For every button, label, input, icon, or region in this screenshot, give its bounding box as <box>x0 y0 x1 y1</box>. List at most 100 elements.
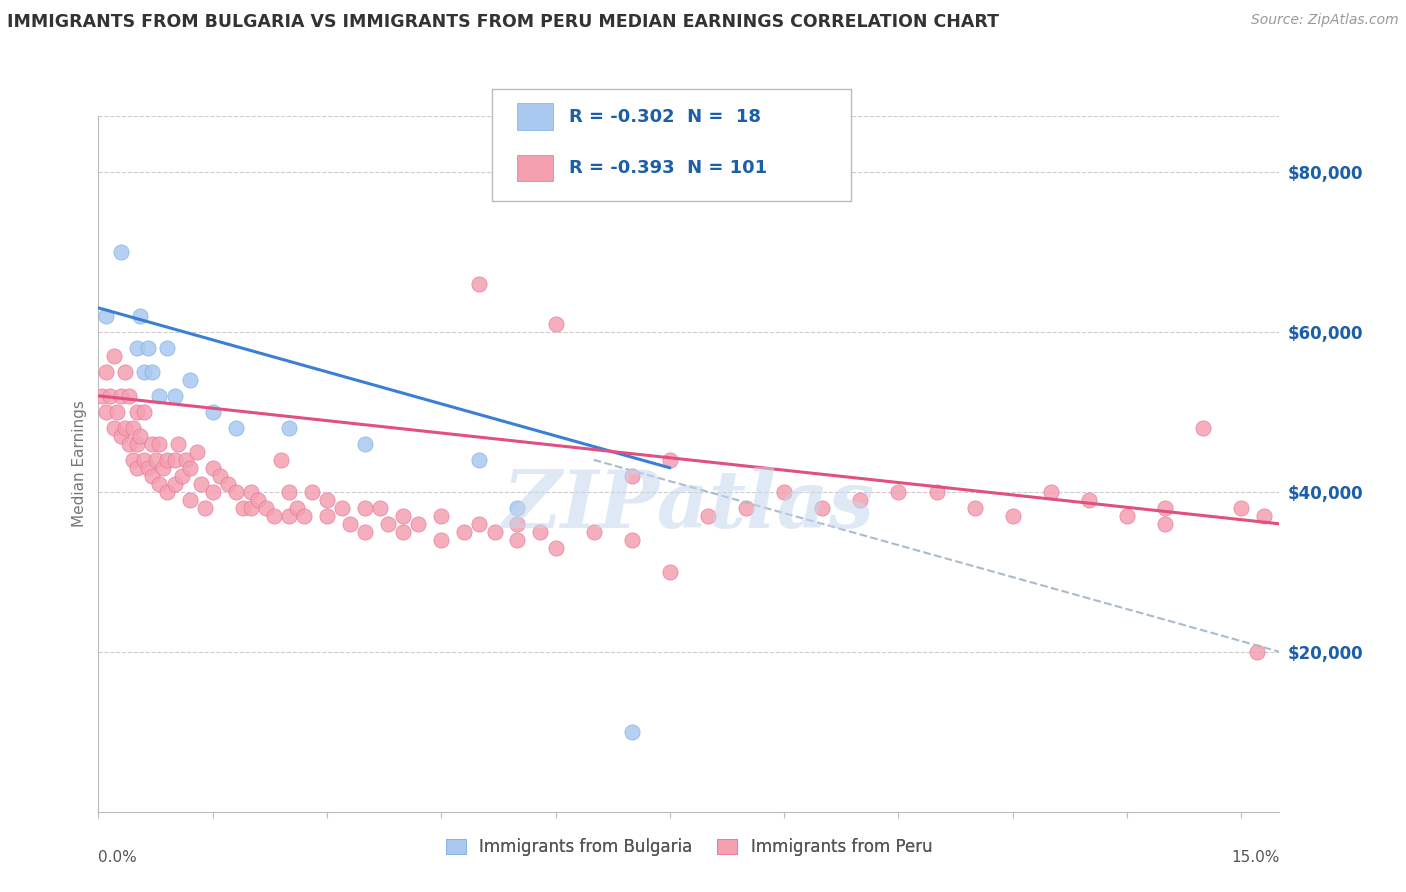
Point <box>316 508 339 523</box>
Point <box>370 500 392 515</box>
Point <box>103 421 125 435</box>
Point <box>156 341 179 355</box>
Point <box>292 508 315 523</box>
Point <box>163 453 186 467</box>
Point <box>277 421 299 435</box>
Point <box>1078 492 1101 507</box>
Point <box>225 421 247 435</box>
Point <box>179 492 201 507</box>
Point <box>963 500 986 515</box>
Point <box>141 365 163 379</box>
Point <box>330 500 353 515</box>
Point <box>225 484 247 499</box>
Point <box>125 437 148 451</box>
Point <box>506 516 529 531</box>
Point <box>1246 645 1268 659</box>
Point <box>316 492 339 507</box>
Point <box>484 524 506 539</box>
Point <box>129 309 152 323</box>
Point <box>1154 500 1177 515</box>
Point <box>201 484 224 499</box>
Point <box>98 389 121 403</box>
Point <box>247 492 270 507</box>
Point <box>1230 500 1253 515</box>
Point <box>190 476 212 491</box>
Text: 15.0%: 15.0% <box>1232 850 1279 865</box>
Point <box>156 453 179 467</box>
Point <box>201 405 224 419</box>
Point <box>94 309 117 323</box>
Point <box>179 460 201 475</box>
Point <box>277 484 299 499</box>
Point <box>103 349 125 363</box>
Point <box>172 468 194 483</box>
Point <box>186 445 208 459</box>
Point <box>354 500 377 515</box>
Point <box>125 460 148 475</box>
Point <box>136 460 159 475</box>
Point <box>354 437 377 451</box>
Point <box>1192 421 1215 435</box>
Point <box>121 453 143 467</box>
Text: 0.0%: 0.0% <box>98 850 138 865</box>
Y-axis label: Median Earnings: Median Earnings <box>72 401 87 527</box>
Point <box>354 524 377 539</box>
Point <box>141 468 163 483</box>
Point <box>468 453 491 467</box>
Point <box>145 453 167 467</box>
Point <box>129 429 152 443</box>
Point <box>125 405 148 419</box>
Point <box>136 341 159 355</box>
Point <box>735 500 758 515</box>
Point <box>849 492 872 507</box>
Point <box>1001 508 1024 523</box>
Point <box>697 508 720 523</box>
Point <box>194 500 217 515</box>
Point <box>453 524 475 539</box>
Point <box>152 460 174 475</box>
Point <box>887 484 910 499</box>
Point <box>134 405 156 419</box>
Legend: Immigrants from Bulgaria, Immigrants from Peru: Immigrants from Bulgaria, Immigrants fro… <box>439 831 939 863</box>
Point <box>232 500 254 515</box>
Point <box>620 724 643 739</box>
Point <box>148 437 170 451</box>
Point <box>270 453 292 467</box>
Point <box>134 453 156 467</box>
Point <box>377 516 399 531</box>
Point <box>163 476 186 491</box>
Point <box>620 533 643 547</box>
Point <box>277 508 299 523</box>
Point <box>529 524 551 539</box>
Point <box>811 500 834 515</box>
Point <box>582 524 605 539</box>
Text: R = -0.393  N = 101: R = -0.393 N = 101 <box>569 159 768 177</box>
Text: ZIPatlas: ZIPatlas <box>503 467 875 544</box>
Point <box>1253 508 1275 523</box>
Point <box>114 365 136 379</box>
Point <box>620 468 643 483</box>
Point <box>94 405 117 419</box>
Point <box>658 453 681 467</box>
Point <box>506 533 529 547</box>
Point <box>1039 484 1062 499</box>
Point <box>658 565 681 579</box>
Point <box>468 277 491 291</box>
Point <box>263 508 285 523</box>
Point <box>141 437 163 451</box>
Point <box>430 508 453 523</box>
Point <box>148 389 170 403</box>
Point <box>239 500 262 515</box>
Point <box>468 516 491 531</box>
Point <box>1116 508 1139 523</box>
Point <box>156 484 179 499</box>
Point <box>163 389 186 403</box>
Point <box>773 484 796 499</box>
Point <box>430 533 453 547</box>
Point <box>392 508 415 523</box>
Text: R = -0.302  N =  18: R = -0.302 N = 18 <box>569 108 762 126</box>
Point <box>301 484 323 499</box>
Point <box>148 476 170 491</box>
Point <box>209 468 232 483</box>
Text: IMMIGRANTS FROM BULGARIA VS IMMIGRANTS FROM PERU MEDIAN EARNINGS CORRELATION CHA: IMMIGRANTS FROM BULGARIA VS IMMIGRANTS F… <box>7 13 1000 31</box>
